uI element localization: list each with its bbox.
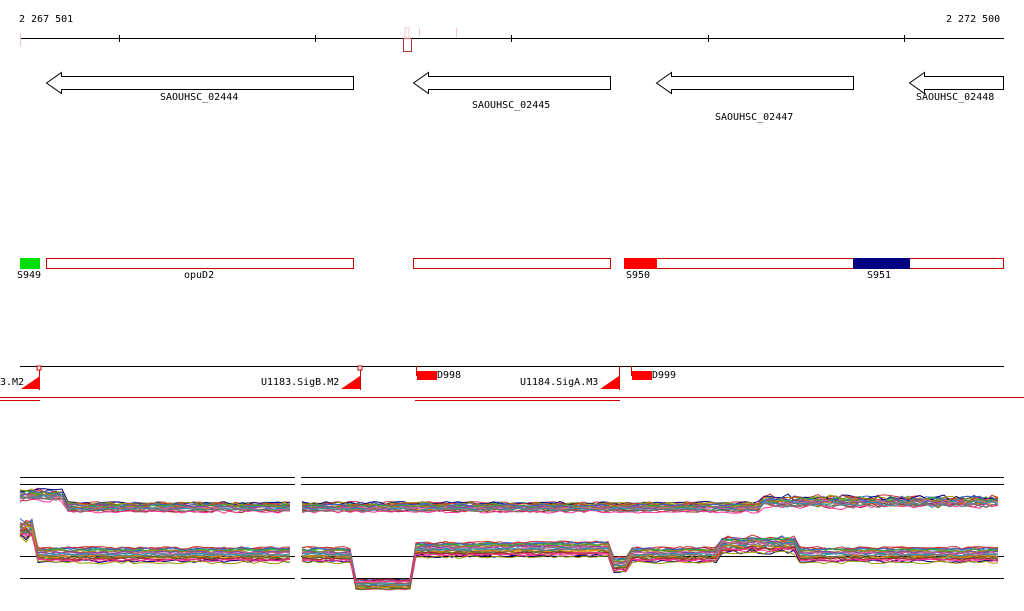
gene-label[interactable]: SAOUHSC_02448: [916, 92, 995, 103]
segment-tag-s949[interactable]: [20, 258, 40, 269]
expression-profile-line: [19, 495, 291, 513]
feature-label: U1184.SigA.M3: [520, 377, 599, 388]
gene-arrow-icon[interactable]: [412, 71, 611, 95]
expression-profile-line: [19, 521, 291, 554]
gene-label[interactable]: SAOUHSC_02444: [160, 92, 239, 103]
expression-profile-line: [19, 533, 291, 563]
site-triangle-icon[interactable]: [21, 376, 40, 389]
segment-bar[interactable]: [413, 258, 611, 269]
gene-arrow-icon[interactable]: [45, 71, 354, 95]
expression-profile-line: [302, 544, 999, 589]
expression-profile-line: [301, 546, 999, 584]
expression-profile-line: [301, 499, 999, 511]
expression-profile-line: [301, 539, 999, 591]
gene-arrow-icon[interactable]: [655, 71, 854, 95]
site-triangle-icon[interactable]: [600, 376, 619, 389]
feature-label: 3.M2: [0, 377, 25, 388]
expression-profile-line: [19, 519, 291, 551]
segment-tag-s951[interactable]: [853, 258, 910, 269]
expression-profile-line: [301, 534, 999, 585]
expression-profile-line: [19, 527, 291, 556]
gene-label[interactable]: SAOUHSC_02445: [472, 100, 551, 111]
expression-profile-line: [301, 500, 999, 513]
expression-profiles: [19, 487, 999, 591]
expression-profile-line: [19, 523, 290, 551]
segment-label-s950: S950: [626, 270, 651, 281]
segment-label-s949: S949: [17, 270, 42, 281]
expression-profile-line: [19, 531, 291, 565]
ruler-start-label: 2 267 501: [19, 14, 74, 25]
site-triangle-icon[interactable]: [341, 376, 360, 389]
expression-profile-line: [301, 547, 999, 582]
feature-label: D998: [437, 370, 462, 381]
feature-label: U1183.SigB.M2: [261, 377, 340, 388]
expression-profile-line: [301, 541, 999, 585]
expression-profile-line: [19, 521, 291, 553]
segment-label-s951: S951: [867, 270, 892, 281]
gene-arrow-icon[interactable]: [908, 71, 1004, 95]
expression-profile-line: [19, 525, 290, 559]
expression-profile-line: [19, 518, 291, 552]
segment-label-opud2: opuD2: [184, 270, 215, 281]
expression-profile-line: [19, 528, 291, 562]
segment-bar[interactable]: [624, 258, 1004, 269]
segment-opud2[interactable]: [46, 258, 354, 269]
expression-profile-line: [19, 519, 291, 553]
feature-track: [0, 365, 1024, 401]
feature-d998[interactable]: [417, 371, 437, 380]
ruler-axis: [20, 35, 1004, 42]
ruler-end-label: 2 272 500: [946, 14, 1001, 25]
expression-profile-line: [19, 518, 291, 552]
feature-d999[interactable]: [632, 371, 652, 380]
viewport-marker[interactable]: [403, 38, 412, 52]
segment-tag-s950[interactable]: [624, 258, 657, 269]
expression-profile-line: [19, 525, 291, 557]
expression-profile-line: [301, 550, 999, 584]
expression-profile-line: [301, 535, 999, 587]
feature-label: D999: [652, 370, 677, 381]
segment-track: [20, 258, 1004, 269]
gene-label[interactable]: SAOUHSC_02447: [715, 112, 794, 123]
viewport-marker-tail: [404, 27, 410, 39]
